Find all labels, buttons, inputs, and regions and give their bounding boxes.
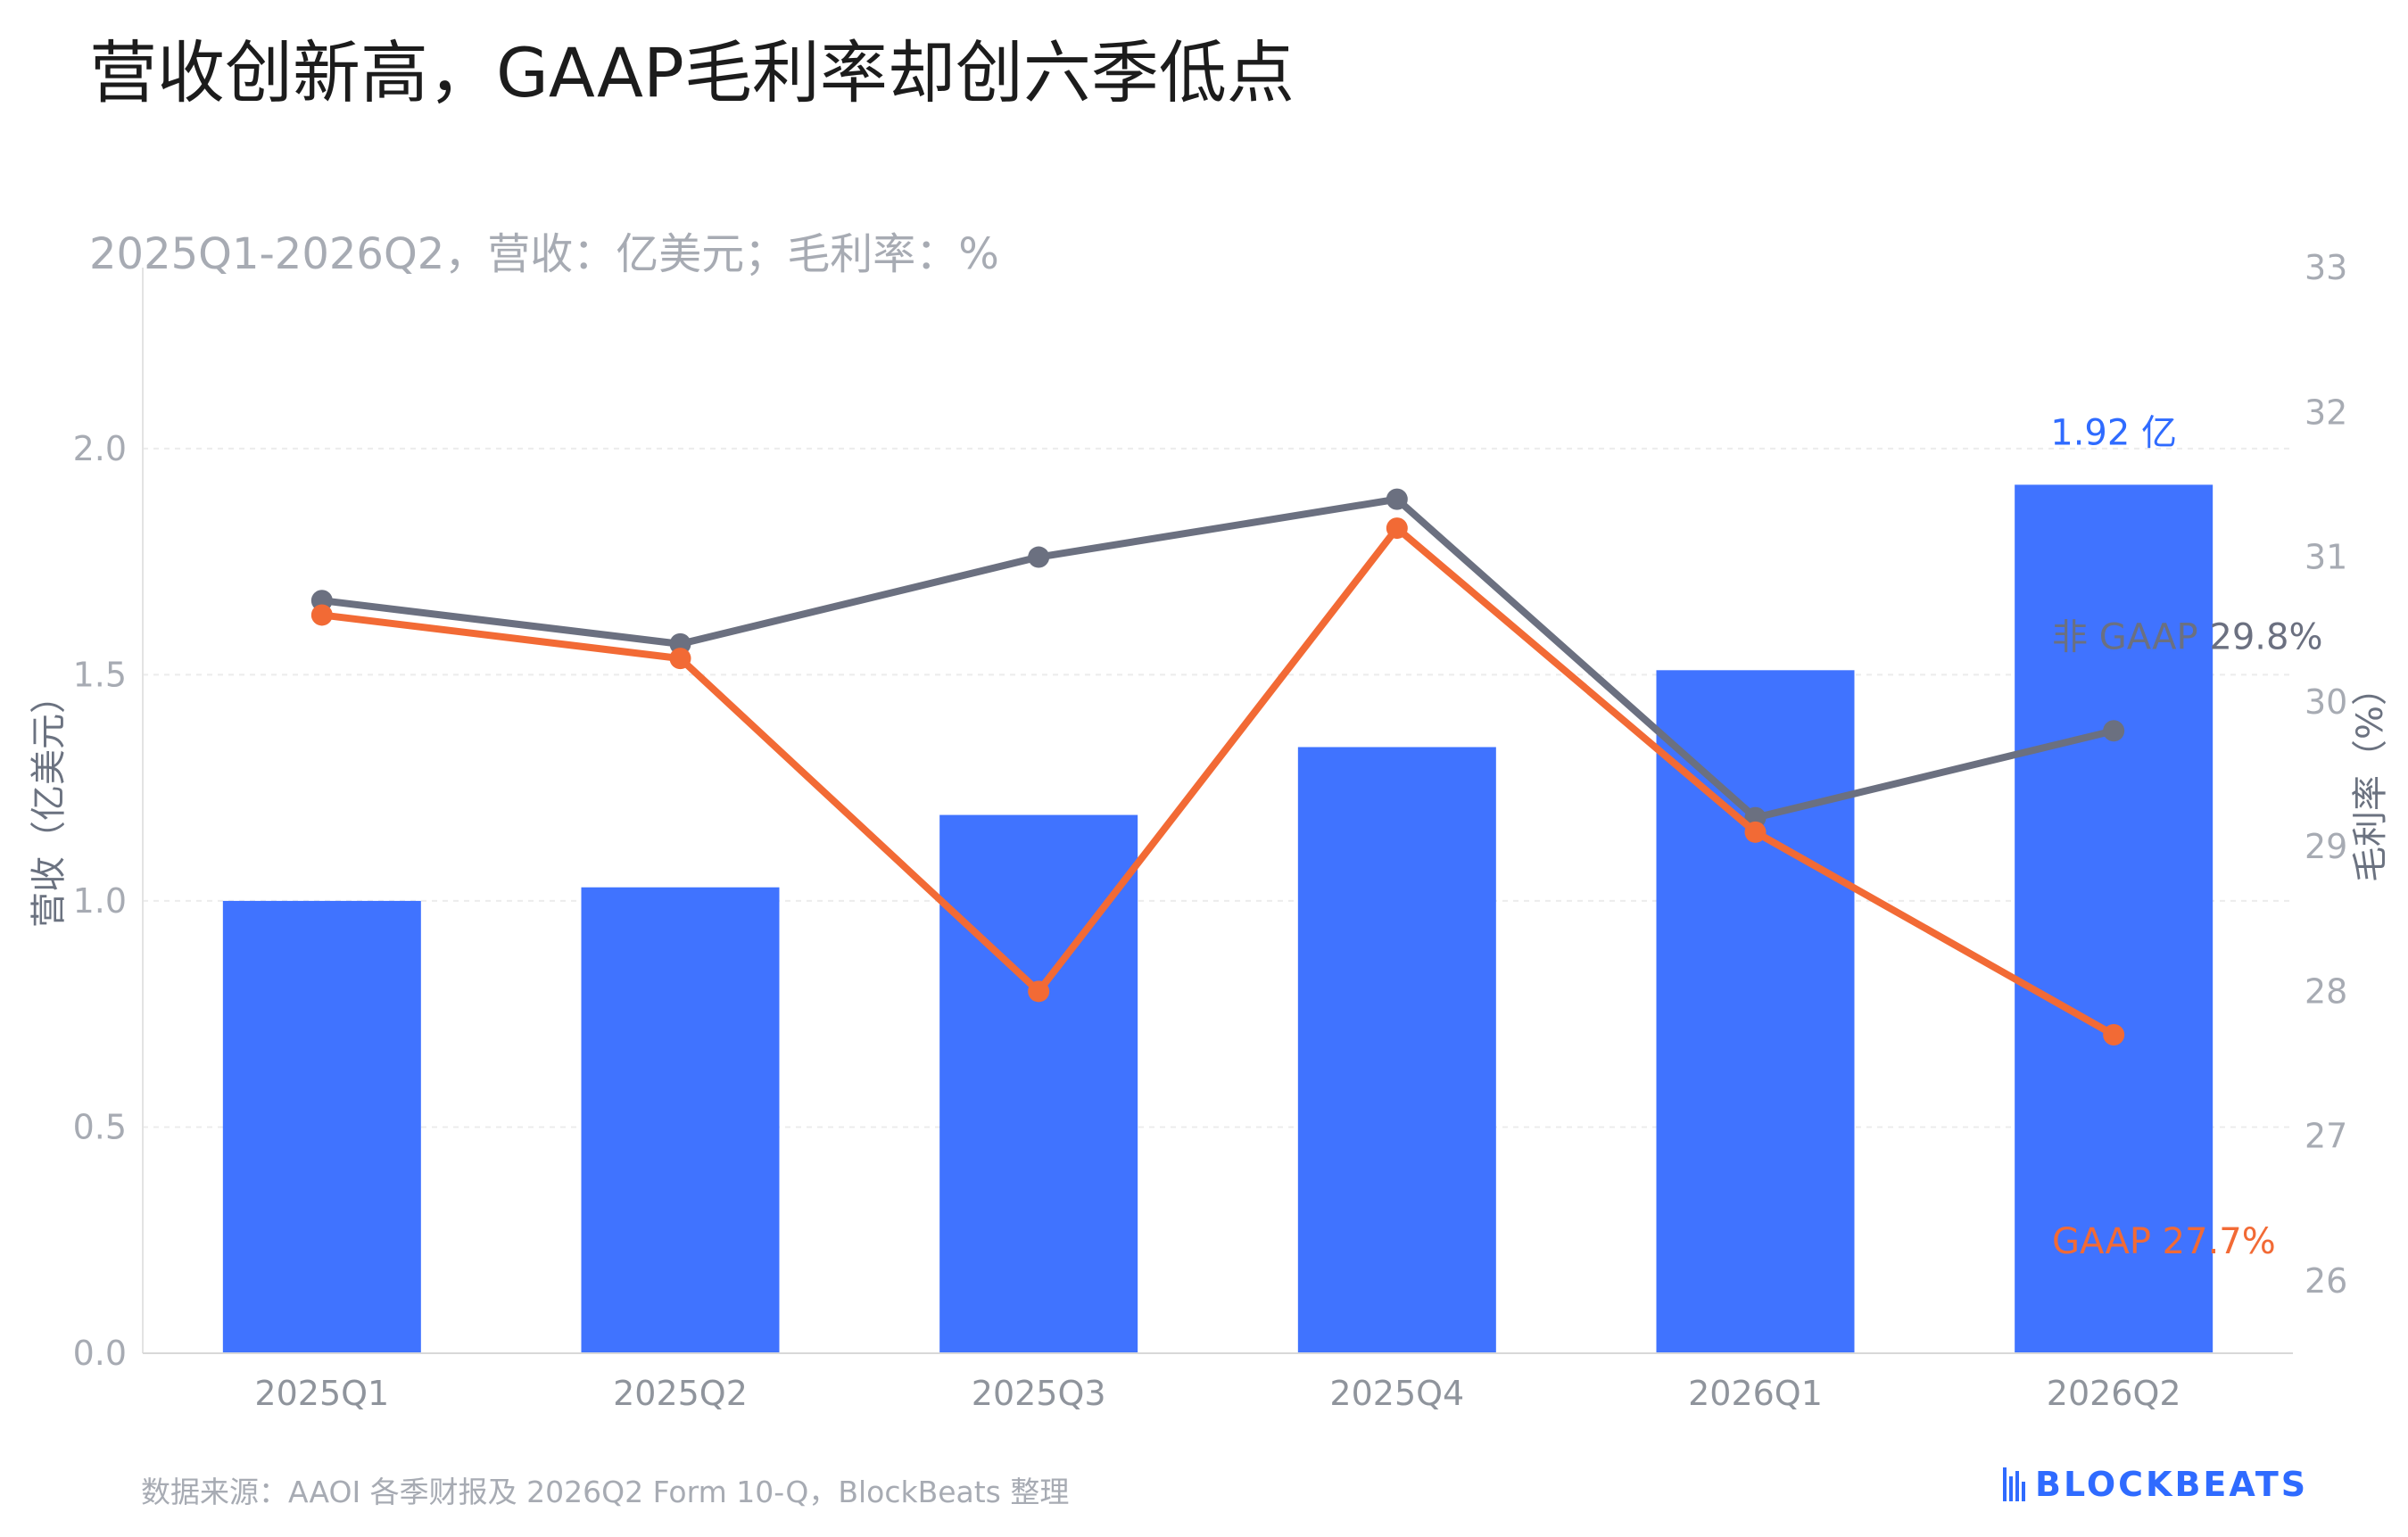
y2-tick-label: 26 [2305,1261,2347,1301]
logo-mark-icon [2003,1467,2028,1501]
revenue-bar [222,900,421,1353]
x-tick-label: 2025Q1 [254,1374,389,1413]
y2-tick-label: 33 [2305,248,2347,287]
chart-subtitle: 2025Q1-2026Q2，营收：亿美元；毛利率：% [89,229,999,279]
y2-tick-label: 32 [2305,393,2347,432]
revenue-bar [2015,484,2214,1353]
chart-title: 营收创新高，GAAP毛利率却创六季低点 [89,33,1295,112]
nongaap-margin-point [1028,546,1050,568]
y-tick-label: 1.0 [73,881,127,921]
x-tick-label: 2026Q2 [2047,1374,2181,1413]
gaap-margin-point [1744,821,1767,843]
gridlines [143,447,2293,1128]
x-tick-label: 2025Q4 [1329,1374,1464,1413]
revenue-bar [1297,747,1496,1353]
y2-tick-label: 30 [2305,682,2347,722]
gaap-end-label: GAAP 27.7% [2052,1221,2276,1262]
gaap-margin-point [310,604,333,626]
gaap-margin-line [318,525,2118,1039]
revenue-bar [939,814,1138,1353]
y-tick-label: 1.5 [73,655,127,694]
bar-value-label: 1.92 亿 [2050,412,2177,453]
y-tick-label: 0.0 [73,1334,127,1373]
axes: 0.0 0.5 1.0 1.5 2.0 26 27 28 29 30 31 32 33 2025Q1 202… [73,248,2348,1413]
x-tick-label: 2026Q1 [1688,1374,1823,1413]
gaap-margin-point [1028,980,1050,1003]
x-tick-label: 2025Q3 [972,1374,1106,1413]
y2-tick-label: 27 [2305,1117,2347,1156]
revenue-bar [1656,670,1855,1353]
y2-tick-label: 29 [2305,827,2347,866]
revenue-bar [581,887,780,1353]
blockbeats-logo: BLOCKBEATS [2003,1465,2308,1504]
nongaap-margin-point [1386,488,1408,510]
gaap-margin-point [1386,517,1408,540]
bar-series [222,484,2214,1353]
line-series [310,488,2125,1046]
y-tick-label: 2.0 [73,429,127,468]
y2-axis-title: 毛利率（%） [2350,670,2391,882]
y2-tick-label: 28 [2305,971,2347,1011]
nongaap-end-label: 非 GAAP 29.8% [2052,616,2322,657]
nongaap-margin-point [2103,720,2125,742]
nongaap-margin-line [318,495,2118,822]
source-note: 数据来源：AAOI 各季财报及 2026Q2 Form 10-Q，BlockBe… [141,1475,1070,1509]
gaap-margin-point [669,648,691,670]
gaap-margin-point [2103,1024,2125,1046]
y-axis-title: 营收（亿美元） [29,678,70,928]
x-tick-label: 2025Q2 [613,1374,748,1413]
y2-tick-label: 31 [2305,538,2347,577]
y-tick-label: 0.5 [73,1107,127,1146]
logo-text: BLOCKBEATS [2035,1465,2309,1504]
